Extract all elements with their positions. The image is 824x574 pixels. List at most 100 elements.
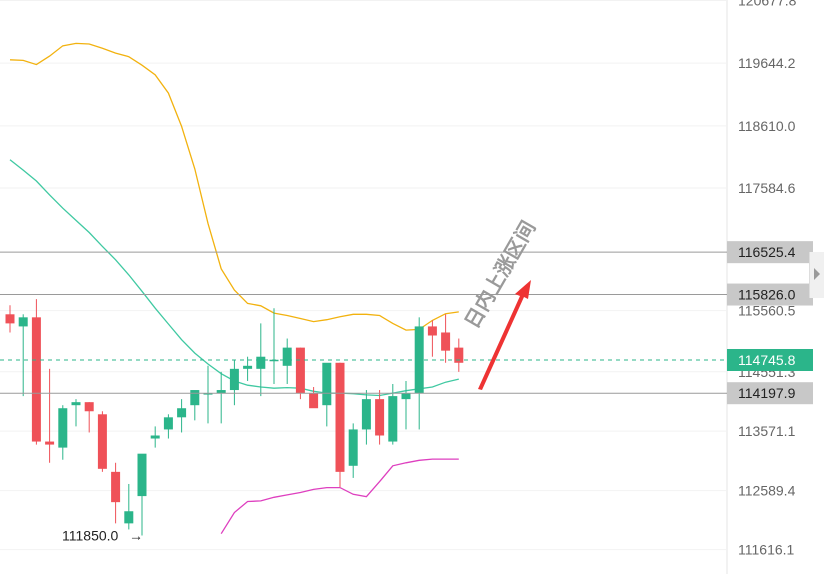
candle (256, 323, 266, 397)
up-arrow-icon (478, 280, 531, 390)
chevron-right-icon (814, 268, 820, 280)
candle (375, 390, 385, 445)
candle-body (388, 396, 398, 442)
low-price-label: 111850.0 (62, 527, 119, 543)
candle-body (5, 314, 15, 324)
candle-body (282, 347, 292, 366)
candle (335, 362, 345, 488)
candle (229, 359, 239, 406)
axis-expand-handle[interactable] (809, 252, 824, 298)
price-level-label: 116525.4 (738, 244, 796, 260)
candle-body (243, 365, 253, 369)
candle (111, 462, 121, 524)
price-levels: 116525.4 115826.0 114197.9 (0, 241, 813, 405)
candle-body (401, 393, 411, 400)
level-114197: 114197.9 (0, 382, 813, 405)
candle (309, 387, 319, 409)
candle (31, 299, 41, 445)
candle-body (18, 317, 28, 327)
candle (269, 308, 279, 384)
low-arrow-icon: → (129, 527, 143, 543)
annotation-text: 日内上涨区间 (460, 217, 541, 333)
price-level-tag (727, 382, 813, 405)
price-level-tag (727, 241, 813, 264)
candle-body (111, 471, 121, 503)
candle (361, 390, 371, 445)
candle (243, 356, 253, 381)
bollinger-bands (9, 42, 459, 535)
candle (137, 453, 147, 536)
candle-body (322, 362, 332, 406)
candle-body (137, 453, 147, 497)
candle-body (150, 435, 160, 439)
candle (18, 314, 28, 397)
upper-band-line (9, 42, 459, 331)
candle (177, 399, 187, 433)
candle (203, 365, 213, 424)
trend-arrow (478, 280, 531, 390)
candle (71, 399, 81, 427)
price-level-label: 115826.0 (738, 287, 796, 303)
candle (5, 305, 15, 333)
lower-band-line (220, 458, 459, 535)
candle (295, 347, 305, 400)
candle (401, 380, 411, 430)
candle-body (84, 402, 94, 412)
candle (348, 423, 358, 478)
candle (97, 411, 107, 472)
candle (150, 426, 160, 448)
candle (388, 383, 398, 445)
candle-body (309, 393, 319, 409)
candle-body (427, 326, 437, 336)
candle-body (31, 317, 41, 442)
candle (322, 362, 332, 427)
candle (441, 314, 451, 363)
candle (216, 371, 226, 424)
candle-body (71, 402, 81, 406)
candle-body (97, 414, 107, 469)
price-level-tag (727, 283, 813, 306)
candle (414, 317, 424, 430)
candle-body (348, 429, 358, 466)
current-price-tag (727, 349, 813, 371)
candlesticks (5, 299, 464, 536)
candle (190, 390, 200, 421)
y-tick-label: 113571.1 (738, 423, 796, 439)
y-tick-label: 119644.2 (738, 55, 796, 71)
candle-body (361, 399, 371, 430)
candle-body (190, 390, 200, 406)
y-tick-label: 117584.6 (738, 180, 796, 196)
price-level-label: 114197.9 (738, 385, 796, 401)
candle-body (375, 399, 385, 436)
candle (282, 338, 292, 384)
candle (58, 405, 68, 460)
candle-body (163, 417, 173, 430)
y-tick-label: 120677.8 (738, 0, 797, 9)
y-tick-label: 118610.0 (738, 118, 796, 134)
y-tick-label: 115560.5 (738, 303, 796, 319)
candle (454, 338, 464, 372)
price-axis-ticks: 120677.8 119644.2 118610.0 117584.6 115560.5… (738, 0, 797, 558)
candle-body (256, 356, 266, 369)
y-tick-label: 111616.1 (738, 542, 795, 558)
candle (163, 414, 173, 439)
candle-body (229, 368, 239, 391)
candle (427, 320, 437, 357)
y-tick-label: 112589.4 (738, 483, 796, 499)
current-price-label: 114745.8 (738, 352, 796, 368)
candle-body (124, 511, 134, 524)
candle-body (45, 441, 55, 445)
grid-lines (0, 0, 727, 551)
candle-body (177, 408, 187, 418)
low-marker: 111850.0 → (62, 527, 143, 543)
level-115826: 115826.0 (0, 283, 813, 306)
candle-body (295, 347, 305, 394)
candle-body (441, 332, 451, 351)
level-116525: 116525.4 (0, 241, 813, 264)
candle (124, 483, 134, 530)
current-price-marker: 114745.8 (0, 349, 813, 371)
candle (84, 402, 94, 433)
candle-body (58, 408, 68, 448)
candle-body (216, 390, 226, 394)
